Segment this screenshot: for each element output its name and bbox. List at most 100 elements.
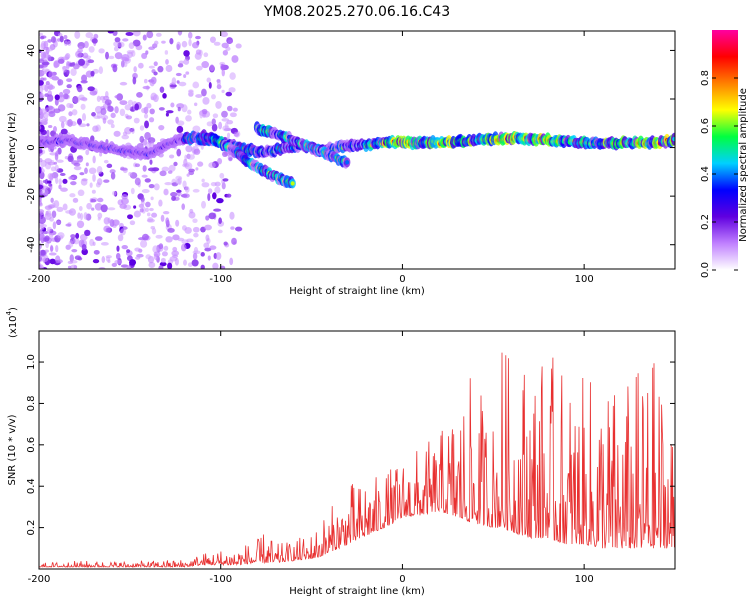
spectrogram-noise-blob [43,40,49,49]
spectrogram-noise-blob [223,241,228,246]
spectrogram-noise-blob [151,228,157,235]
spectrogram-noise-blob [73,237,80,245]
spectrogram-noise-blob [84,167,88,174]
spectrogram-noise-blob [148,117,155,123]
spectrogram-noise-blob [85,149,90,156]
spectrogram-noise-blob [48,252,57,256]
spectrogram-noise-blob [201,61,210,69]
spectrogram-noise-blob [186,173,190,177]
spectrogram-noise-blob [55,150,59,157]
spectrogram-noise-blob [70,234,76,239]
spectrogram-y-tick-label: -40 [26,237,37,253]
spectrogram-noise-blob [170,102,175,108]
spectrogram-noise-blob [66,102,72,109]
spectrogram-noise-blob [206,121,213,127]
spectrogram-noise-blob [153,251,161,258]
spectrogram-noise-blob [69,193,76,198]
spectrogram-noise-blob [159,86,165,93]
spectrogram-noise-blob [226,105,233,112]
snr-x-tick-label: 100 [575,574,594,585]
spectrogram-noise-blob [176,41,182,50]
spectrogram-noise-blob [55,244,59,253]
spectrogram-noise-blob [235,43,242,49]
spectrogram-noise-blob [133,210,141,218]
spectrogram-noise-blob [226,132,231,139]
spectrogram-noise-blob [134,247,141,252]
spectrogram-noise-blob [68,111,73,117]
spectrogram-noise-blob [48,183,53,187]
spectrogram-noise-blob [93,33,99,39]
spectrogram-noise-blob [116,245,120,252]
spectrogram-noise-blob [220,63,225,71]
spectrogram-noise-blob [131,127,135,134]
spectrogram-noise-blob [79,97,88,101]
spectrogram-noise-blob [192,226,200,233]
spectrogram-noise-blob [51,210,57,218]
spectrogram-noise-blob [106,163,113,168]
spectrogram-noise-blob [39,49,42,54]
spectrogram-noise-blob [109,169,116,174]
spectrogram-noise-blob [203,242,210,249]
spectrogram-noise-blob [120,167,128,171]
spectrogram-noise-blob [90,198,97,203]
spectrogram-noise-blob [138,237,146,241]
spectrogram-noise-blob [119,108,126,117]
spectrogram-noise-blob [201,88,207,97]
spectrogram-noise-blob [163,245,169,251]
spectrogram-noise-blob [92,241,96,246]
spectrogram-noise-blob [73,166,82,171]
spectrogram-noise-blob [40,51,47,60]
spectrogram-noise-blob [204,247,212,252]
spectrogram-noise-blob [134,177,141,186]
spectrogram-noise-blob [183,158,188,167]
spectrogram-noise-blob [148,207,154,212]
spectrogram-noise-blob [82,113,87,122]
spectrogram-noise-blob [150,196,154,201]
spectrogram-noise-blob [195,49,202,55]
spectrogram-noise-blob [162,211,170,215]
spectrogram-noise-blob [188,168,195,173]
snr-panel: -200 -100 0 100 0.2 0.4 0.6 0.8 1.0 Height of s… [5,307,676,597]
spectrogram-noise-blob [121,244,129,250]
spectrogram-noise-blob [183,50,190,57]
spectrogram-noise-blob [39,208,45,214]
spectrogram-noise-blob [119,81,128,86]
spectrogram-noise-blob [40,226,45,230]
spectrogram-noise-blob [196,65,203,71]
spectrogram-noise-blob [221,110,228,118]
spectrogram-noise-blob [71,248,78,253]
spectrogram-noise-blob [132,39,141,47]
spectrogram-noise-blob [128,42,135,50]
spectrogram-noise-blob [209,36,216,44]
spectrogram-noise-blob [169,154,175,159]
spectrogram-noise-blob [39,166,42,174]
spectrogram-noise-blob [46,94,54,102]
spectrogram-noise-blob [74,31,81,39]
spectrogram-noise-blob [149,108,155,115]
spectrogram-noise-blob [145,201,151,208]
spectrogram-noise-blob [180,243,187,252]
spectrogram-noise-blob [105,51,109,60]
spectrogram-noise-blob [221,151,228,158]
spectrogram-noise-blob [68,240,74,248]
spectrogram-noise-blob [88,46,95,53]
spectrogram-noise-blob [120,56,129,61]
spectrogram-noise-blob [146,31,154,39]
spectrogram-noise-blob [218,217,222,225]
spectrogram-noise-blob [201,200,207,209]
spectrogram-noise-blob [145,207,149,213]
colorbar-ticks: 0.0 0.2 0.4 0.6 0.8 [700,70,738,278]
snr-y-tick-label: 0.6 [26,437,37,453]
spectrogram-noise-blob [119,100,128,106]
spectrogram-noise-blob [209,245,217,250]
spectrogram-noise-blob [70,264,78,269]
spectrogram-noise-blob [128,172,133,176]
snr-y-tick-label: 0.4 [26,478,37,494]
spectrogram-noise-blob [176,125,184,134]
spectrogram-noise-blob [229,257,234,266]
spectrogram-noise-blob [43,111,49,119]
spectrogram-noise-blob [90,70,95,77]
spectrogram-noise-blob [112,64,118,73]
spectrogram-noise-blob [144,78,148,84]
